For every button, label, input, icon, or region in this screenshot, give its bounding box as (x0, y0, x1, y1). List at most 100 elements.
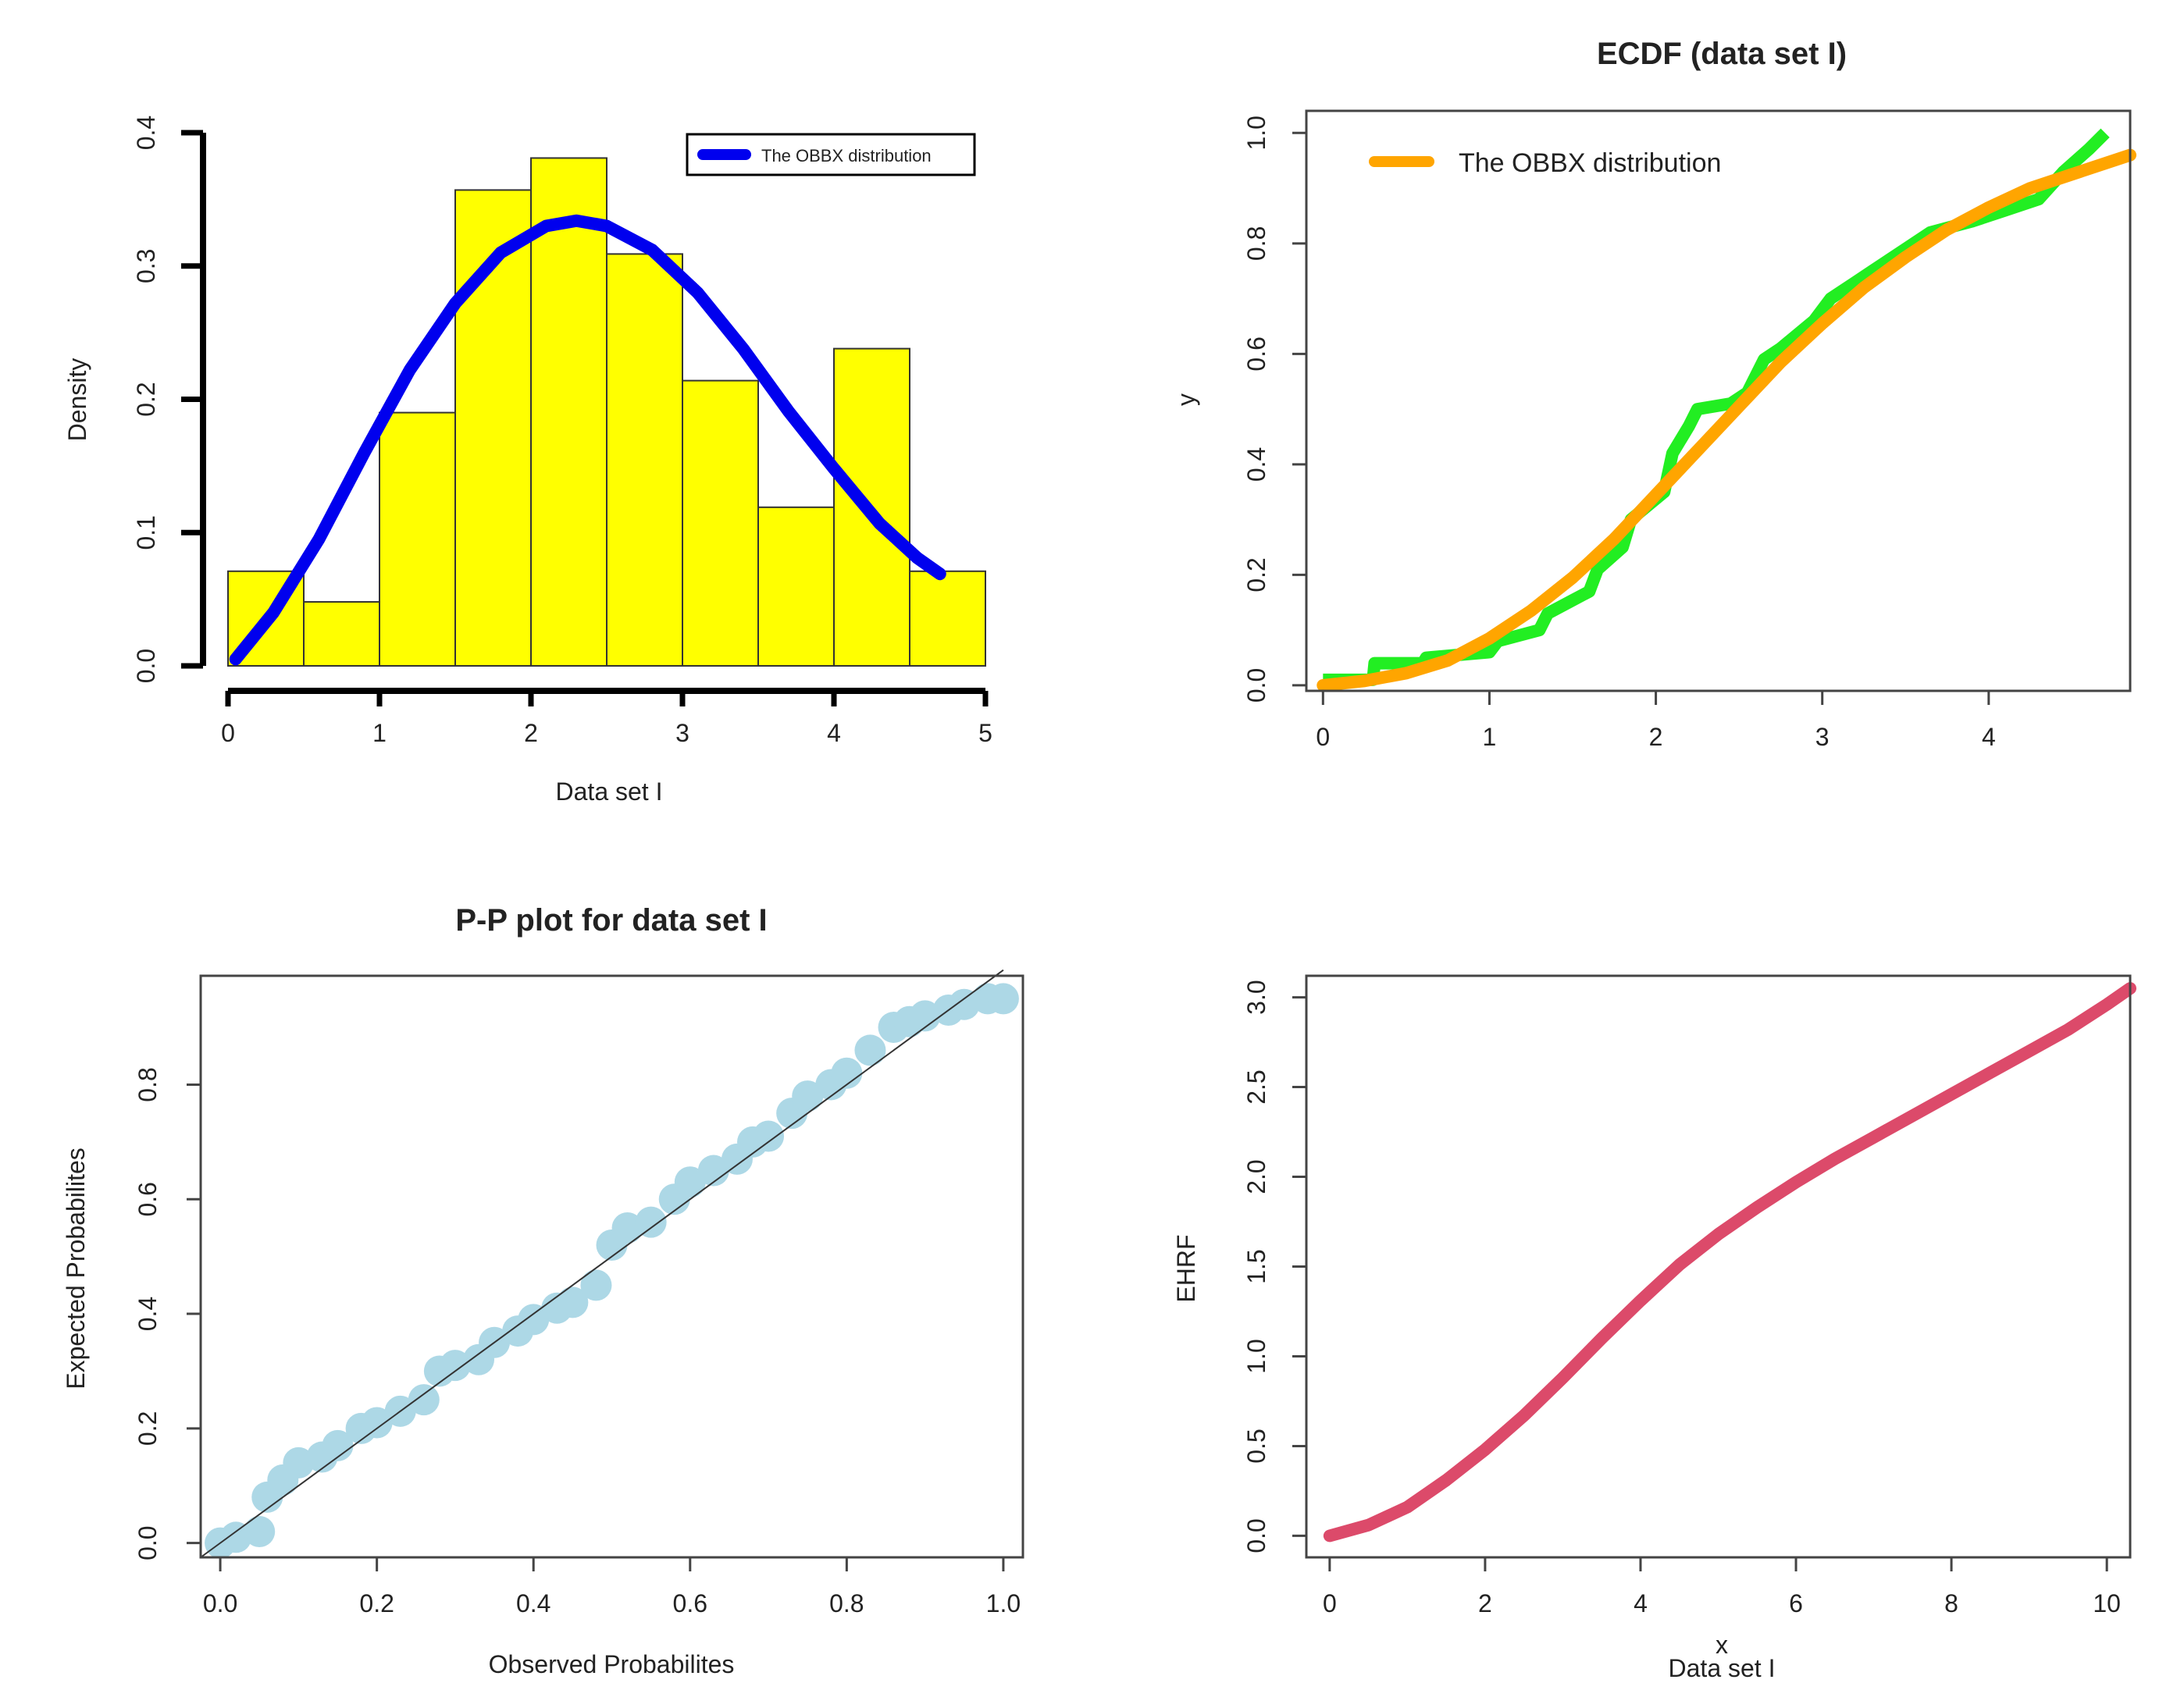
histogram-bar (757, 506, 835, 667)
x-tick-label: 0 (1316, 723, 1330, 751)
y-tick-label: 0.4 (132, 116, 160, 150)
legend: The OBBX distribution (686, 133, 976, 176)
x-tick-label: 0.4 (516, 1589, 550, 1617)
x-tick-label: 2 (524, 719, 538, 747)
pp-point (557, 1286, 589, 1318)
x-tick-label: 0.6 (673, 1589, 707, 1617)
pp-point (987, 983, 1019, 1015)
pp-point (322, 1429, 354, 1461)
x-tick-label: 2 (1649, 723, 1663, 751)
x-tick-label: 6 (1789, 1589, 1803, 1617)
y-tick-label: 0.0 (1242, 668, 1270, 703)
pp-point (244, 1515, 276, 1547)
x-tick-label: 3 (675, 719, 689, 747)
ecdf-panel: ECDF (data set I) 0 1 2 3 4 0.0 0.2 0.4 0.6 0.8 1.0… (1172, 37, 2136, 751)
y-tick-label: 0.8 (1242, 226, 1270, 261)
histogram-bar (606, 253, 683, 667)
y-tick-label: 0.2 (1242, 557, 1270, 592)
y-tick-label: 0.8 (134, 1067, 162, 1101)
pp-point (697, 1155, 729, 1187)
pp-point (948, 988, 980, 1020)
y-tick-label: 0.6 (134, 1182, 162, 1216)
histogram-bar (454, 189, 532, 667)
y-tick-label: 0.1 (132, 515, 160, 550)
y-tick-label: 0.4 (1242, 447, 1270, 482)
x-tick-label: 8 (1944, 1589, 1958, 1617)
plot-frame (199, 974, 1024, 1559)
pp-point (854, 1034, 886, 1066)
x-tick-label: 1.0 (986, 1589, 1021, 1617)
y-tick-label: 0.4 (134, 1297, 162, 1331)
y-tick-label: 1.0 (1242, 116, 1270, 150)
legend-label: The OBBX distribution (761, 146, 932, 165)
histogram-bar (682, 379, 759, 667)
pp-point (361, 1407, 393, 1439)
histogram-bar (530, 157, 607, 667)
y-axis-label: y (1172, 393, 1200, 406)
y-tick-label: 0.0 (132, 649, 160, 683)
pp-point (580, 1269, 612, 1301)
y-tick-label: 0.0 (134, 1525, 162, 1560)
pp-point (909, 1000, 941, 1032)
pp-point (753, 1120, 785, 1152)
y-tick-label: 0.6 (1242, 336, 1270, 371)
pp-point (792, 1080, 824, 1112)
y-tick-label: 1.0 (1242, 1339, 1270, 1373)
pp-point (611, 1212, 643, 1244)
y-tick-label: 3.0 (1242, 980, 1270, 1014)
x-tick-label: 4 (1634, 1589, 1648, 1617)
histogram-bar (303, 601, 380, 667)
chart-title: ECDF (data set I) (1597, 37, 1847, 71)
y-tick-label: 0.3 (132, 249, 160, 283)
histogram-panel: 0 1 2 3 4 5 0.0 0.1 0.2 0.3 0.4 Data set I Density Th… (63, 116, 992, 806)
x-tick-label: 0.8 (829, 1589, 864, 1617)
pp-point (831, 1057, 863, 1089)
x-axis-label: x (1716, 1631, 1728, 1659)
legend-label: The OBBX distribution (1459, 148, 1721, 178)
y-axis-label: EHRF (1172, 1234, 1200, 1302)
histogram-bar (379, 411, 456, 667)
ehrf-curve (1323, 982, 2136, 1543)
x-tick-label: 1 (1483, 723, 1497, 751)
reference-line (200, 969, 1004, 1558)
pp-point (518, 1304, 550, 1336)
pp-plot-panel: P-P plot for data set I 0.0 0.2 0.4 0.6 0.8 1.… (62, 903, 1024, 1678)
y-tick-label: 0.5 (1242, 1429, 1270, 1463)
y-tick-label: 0.2 (134, 1411, 162, 1446)
x-axis-sublabel: Data set I (1669, 1654, 1776, 1682)
density-curve (229, 214, 946, 666)
x-tick-label: 0.2 (359, 1589, 394, 1617)
x-axis-label: Observed Probabilites (489, 1650, 735, 1678)
x-tick-label: 0.0 (203, 1589, 237, 1617)
pp-point (408, 1384, 440, 1416)
y-axis-label: Expected Probabilites (62, 1148, 90, 1390)
obbx-cdf-curve (1317, 148, 2136, 692)
y-tick-label: 2.0 (1242, 1159, 1270, 1194)
chart-title: P-P plot for data set I (455, 903, 767, 938)
x-tick-label: 2 (1478, 1589, 1492, 1617)
histogram-bar (909, 570, 986, 667)
x-tick-label: 0 (221, 719, 235, 747)
y-tick-label: 0.0 (1242, 1518, 1270, 1553)
pp-point (635, 1206, 667, 1238)
pp-point (439, 1350, 471, 1382)
x-tick-label: 4 (1982, 723, 1996, 751)
x-tick-label: 3 (1815, 723, 1830, 751)
y-tick-label: 0.2 (132, 382, 160, 416)
x-tick-label: 4 (827, 719, 841, 747)
x-axis-label: Data set I (556, 777, 663, 806)
y-tick-label: 2.5 (1242, 1069, 1270, 1104)
x-tick-label: 10 (2093, 1589, 2121, 1617)
y-tick-label: 1.5 (1242, 1249, 1270, 1283)
pp-point (283, 1446, 315, 1478)
y-axis-label: Density (63, 358, 91, 442)
legend: The OBBX distribution (1369, 148, 1721, 178)
x-tick-label: 1 (372, 719, 387, 747)
x-tick-label: 5 (978, 719, 992, 747)
pp-point (220, 1521, 252, 1553)
pp-point (674, 1166, 706, 1198)
x-tick-label: 0 (1323, 1589, 1337, 1617)
plot-frame (1305, 109, 2132, 692)
